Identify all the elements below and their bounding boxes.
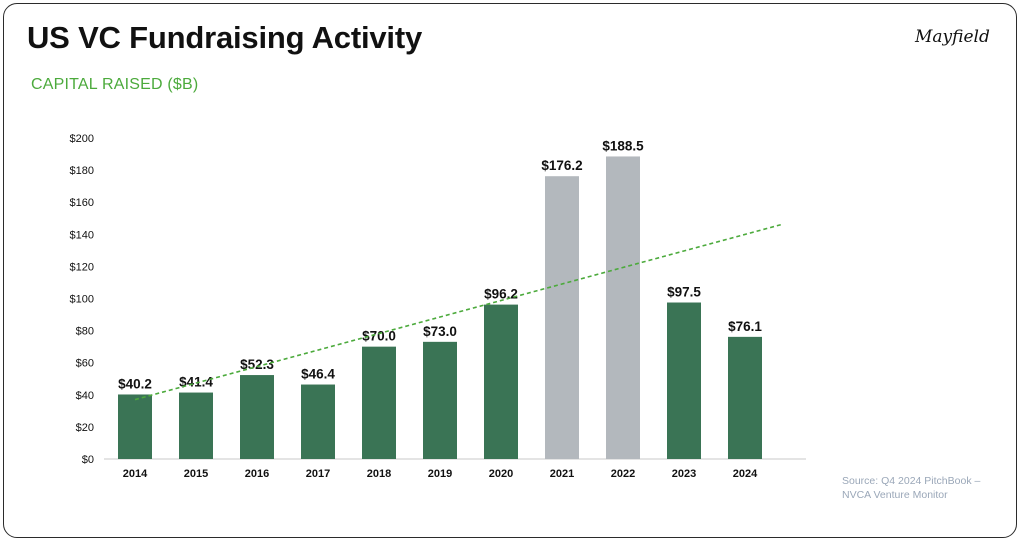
chart-subtitle: CAPITAL RAISED ($B) — [31, 76, 199, 93]
y-tick-label: $120 — [70, 261, 94, 273]
bar-2015 — [179, 392, 213, 459]
bar-value-label: $46.4 — [301, 367, 335, 382]
bar-2024 — [728, 336, 762, 459]
bar-value-label: $70.0 — [362, 329, 396, 344]
bar-value-label: $52.3 — [240, 357, 274, 372]
bar-value-label: $73.0 — [423, 324, 457, 339]
bar-2022 — [606, 156, 640, 459]
x-tick-label: 2022 — [611, 468, 635, 480]
y-tick-label: $60 — [76, 358, 94, 370]
bar-value-label: $188.5 — [602, 138, 644, 153]
y-tick-label: $160 — [70, 197, 94, 209]
bar-2017 — [301, 384, 335, 459]
y-tick-label: $100 — [70, 294, 94, 306]
y-tick-label: $140 — [70, 229, 94, 241]
bar-2018 — [362, 346, 396, 459]
x-tick-label: 2020 — [489, 468, 513, 480]
bar-2021 — [545, 176, 579, 459]
source-note: Source: Q4 2024 PitchBook – NVCA Venture… — [842, 474, 980, 502]
bar-value-label: $76.1 — [728, 319, 762, 334]
x-tick-label: 2018 — [367, 468, 391, 480]
y-tick-label: $180 — [70, 165, 94, 177]
source-line-2: NVCA Venture Monitor — [842, 489, 948, 501]
bar-value-label: $41.4 — [179, 375, 213, 390]
bar-2016 — [240, 375, 274, 459]
y-tick-label: $200 — [70, 133, 94, 145]
bar-value-label: $40.2 — [118, 376, 152, 391]
bar-value-label: $176.2 — [541, 158, 582, 173]
y-tick-label: $40 — [76, 390, 94, 402]
y-tick-label: $80 — [76, 326, 94, 338]
x-tick-label: 2023 — [672, 468, 696, 480]
x-tick-label: 2016 — [245, 468, 269, 480]
mayfield-logo: Mayfield — [915, 27, 990, 47]
bar-value-label: $97.5 — [667, 285, 701, 300]
bar-2023 — [667, 302, 701, 459]
x-tick-label: 2017 — [306, 468, 330, 480]
source-line-1: Source: Q4 2024 PitchBook – — [842, 475, 981, 487]
y-tick-label: $0 — [82, 454, 94, 466]
bar-2019 — [423, 341, 457, 459]
x-tick-label: 2015 — [184, 468, 208, 480]
bar-value-label: $96.2 — [484, 287, 518, 302]
x-tick-label: 2021 — [550, 468, 574, 480]
x-tick-label: 2014 — [123, 468, 148, 480]
x-tick-label: 2024 — [733, 468, 758, 480]
y-tick-label: $20 — [76, 422, 94, 434]
x-tick-label: 2019 — [428, 468, 452, 480]
page-title: US VC Fundraising Activity — [27, 20, 422, 55]
bar-2020 — [484, 304, 518, 459]
bar-2014 — [118, 394, 152, 459]
